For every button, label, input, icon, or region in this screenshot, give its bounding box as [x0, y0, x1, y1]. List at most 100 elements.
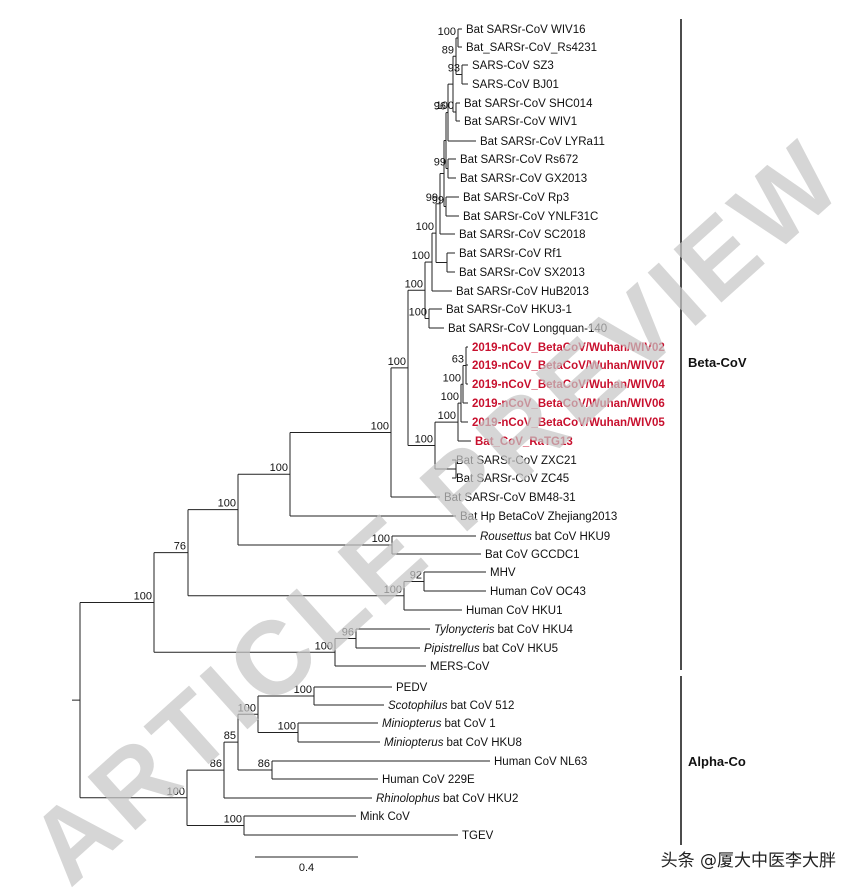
bootstrap-value: 76	[174, 541, 186, 553]
bootstrap-value: 100	[436, 100, 454, 112]
tip-label: Bat SARSr-CoV SC2018	[459, 229, 586, 241]
tip-label: Bat SARSr-CoV ZXC21	[456, 455, 577, 467]
bootstrap-value: 100	[218, 498, 236, 510]
tip-label: Miniopterus bat CoV 1	[382, 718, 496, 730]
tip-label: Bat SARSr-CoV Rp3	[463, 192, 569, 204]
tip-label: Bat SARSr-CoV Rs672	[460, 154, 578, 166]
tip-label: TGEV	[462, 830, 494, 842]
bootstrap-value: 92	[410, 570, 422, 582]
genus-name: Scotophilus	[388, 700, 448, 712]
genus-name: Pipistrellus	[424, 643, 480, 655]
clade-brackets: Beta-CoV Alpha-Co	[680, 19, 747, 845]
bootstrap-value: 85	[224, 730, 236, 742]
tip-label-highlighted: 2019-nCoV_BetaCoV/Wuhan/WIV02	[472, 342, 665, 354]
tip-label: Bat SARSr-CoV YNLF31C	[463, 211, 598, 223]
taxon-rest: bat CoV HKU4	[498, 624, 574, 636]
genus-name: Tylonycteris	[434, 624, 495, 636]
scale-bar-label: 0.4	[299, 862, 314, 874]
tip-label: PEDV	[396, 682, 428, 694]
bootstrap-value: 96	[342, 627, 354, 639]
bootstrap-value: 100	[443, 372, 461, 384]
tip-label: Bat SARSr-CoV WIV1	[464, 116, 577, 128]
bootstrap-value: 89	[442, 44, 454, 56]
taxon-rest: bat CoV HKU5	[483, 643, 558, 655]
bootstrap-value: 99	[426, 192, 438, 204]
tip-label: Human CoV 229E	[382, 774, 475, 786]
tree-branches	[72, 28, 490, 836]
bootstrap-values: 1009389100969999991001001001006310010010…	[134, 26, 464, 826]
tip-label: Human CoV HKU1	[466, 605, 563, 617]
taxon-rest: bat CoV HKU9	[535, 531, 610, 543]
tip-label: Human CoV NL63	[494, 756, 587, 768]
tip-label: Bat SARSr-CoV HuB2013	[456, 286, 589, 298]
tip-label: Bat Hp BetaCoV Zhejiang2013	[460, 511, 617, 523]
tip-label: Bat SARSr-CoV GX2013	[460, 173, 587, 185]
taxon-rest: bat CoV HKU8	[446, 737, 521, 749]
tip-label-highlighted: 2019-nCoV_BetaCoV/Wuhan/WIV05	[472, 417, 665, 429]
bootstrap-value: 100	[315, 640, 333, 652]
bootstrap-value: 86	[258, 758, 270, 770]
tip-label: Tylonycteris bat CoV HKU4	[434, 624, 574, 636]
bootstrap-value: 100	[438, 410, 456, 422]
bootstrap-value: 86	[210, 758, 222, 770]
genus-name: Miniopterus	[384, 737, 444, 749]
bootstrap-value: 100	[388, 356, 406, 368]
bootstrap-value: 100	[438, 26, 456, 38]
tip-label: Scotophilus bat CoV 512	[388, 700, 514, 712]
tip-label: MERS-CoV	[430, 661, 490, 673]
scale-bar: 0.4	[255, 856, 358, 874]
tip-label: Bat SARSr-CoV Longquan-140	[448, 323, 607, 335]
tip-label: Mink CoV	[360, 811, 410, 823]
bootstrap-value: 100	[238, 702, 256, 714]
tip-label: Bat SARSr-CoV SHC014	[464, 98, 593, 110]
tip-label-highlighted: 2019-nCoV_BetaCoV/Wuhan/WIV06	[472, 398, 665, 410]
bootstrap-value: 100	[415, 434, 433, 446]
tip-label-highlighted: Bat_CoV_RaTG13	[475, 436, 573, 448]
tip-labels: Bat SARSr-CoV WIV16 Bat_SARSr-CoV_Rs4231 S…	[360, 24, 665, 842]
tip-label: SARS-CoV SZ3	[472, 60, 554, 72]
tip-label: MHV	[490, 567, 516, 579]
bootstrap-value: 100	[270, 462, 288, 474]
bootstrap-value: 100	[372, 533, 390, 545]
tip-label: Bat SARSr-CoV HKU3-1	[446, 304, 572, 316]
bootstrap-value: 100	[412, 250, 430, 262]
bootstrap-value: 100	[278, 721, 296, 733]
tip-label: Rhinolophus bat CoV HKU2	[376, 793, 518, 805]
bootstrap-value: 99	[434, 157, 446, 169]
tip-label-highlighted: 2019-nCoV_BetaCoV/Wuhan/WIV04	[472, 379, 665, 391]
source-caption: 头条 @厦大中医李大胖	[661, 851, 836, 871]
clade-label: Beta-CoV	[688, 355, 747, 370]
tip-label: Bat CoV GCCDC1	[485, 549, 580, 561]
bootstrap-value: 93	[448, 63, 460, 75]
taxon-rest: bat CoV HKU2	[443, 793, 518, 805]
bootstrap-value: 100	[224, 814, 242, 826]
bootstrap-value: 100	[384, 584, 402, 596]
bootstrap-value: 100	[416, 221, 434, 233]
bootstrap-value: 96	[434, 101, 446, 113]
bootstrap-value: 100	[167, 786, 185, 798]
tip-label: Bat SARSr-CoV BM48-31	[444, 492, 576, 504]
bootstrap-value: 100	[441, 391, 459, 403]
bootstrap-value: 100	[371, 420, 389, 432]
bootstrap-value: 100	[294, 684, 312, 696]
bootstrap-value: 100	[409, 307, 427, 319]
tip-label: Bat SARSr-CoV WIV16	[466, 24, 586, 36]
bootstrap-value: 100	[405, 278, 423, 290]
tip-label: Bat_SARSr-CoV_Rs4231	[466, 42, 597, 54]
tip-label: Bat SARSr-CoV Rf1	[459, 248, 562, 260]
taxon-rest: bat CoV 512	[450, 700, 514, 712]
genus-name: Miniopterus	[382, 718, 442, 730]
tip-label: Bat SARSr-CoV LYRa11	[480, 136, 605, 148]
genus-name: Rousettus	[480, 531, 532, 543]
bootstrap-value: 100	[134, 590, 152, 602]
tip-label: Pipistrellus bat CoV HKU5	[424, 643, 558, 655]
tip-label-highlighted: 2019-nCoV_BetaCoV/Wuhan/WIV07	[472, 360, 665, 372]
genus-name: Rhinolophus	[376, 793, 440, 805]
tip-label: Human CoV OC43	[490, 586, 586, 598]
bootstrap-value: 63	[452, 354, 464, 366]
bootstrap-value: 99	[432, 195, 444, 207]
tip-label: Miniopterus bat CoV HKU8	[384, 737, 522, 749]
tip-label: SARS-CoV BJ01	[472, 79, 559, 91]
tip-label: Bat SARSr-CoV ZC45	[456, 473, 569, 485]
